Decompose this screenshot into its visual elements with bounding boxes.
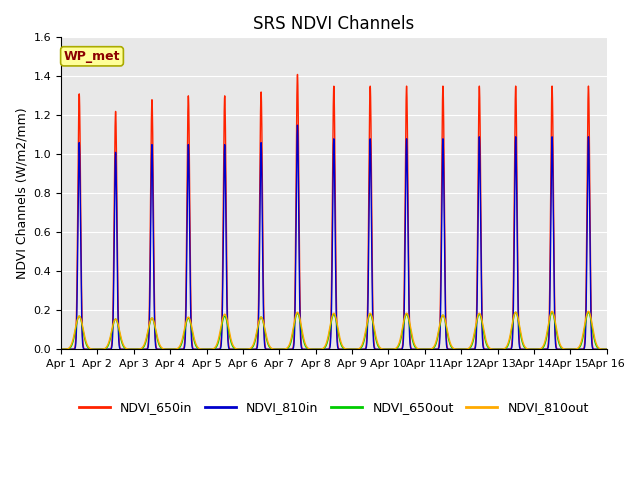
NDVI_810in [168,347,176,352]
NDVI_650out [584,310,592,315]
Line: NDVI_650out: NDVI_650out [61,312,607,349]
NDVI_810out [168,347,176,352]
NDVI_650out [601,347,609,352]
Y-axis label: NDVI Channels (W/m2/mm): NDVI Channels (W/m2/mm) [15,108,28,279]
NDVI_810out [261,328,269,334]
NDVI_810in [409,347,417,352]
NDVI_810in [174,347,182,352]
NDVI_650out [261,330,269,336]
NDVI_810out [584,309,592,314]
NDVI_810out [409,336,417,342]
NDVI_650out [174,346,182,352]
NDVI_650in [174,347,182,352]
NDVI_650in [261,344,269,349]
Legend: NDVI_650in, NDVI_810in, NDVI_650out, NDVI_810out: NDVI_650in, NDVI_810in, NDVI_650out, NDV… [74,396,594,419]
NDVI_810out [486,346,494,351]
NDVI_650out [409,339,417,345]
NDVI_810out [57,347,65,352]
NDVI_650in [409,347,417,352]
NDVI_650out [603,347,611,352]
NDVI_810in [603,347,611,352]
NDVI_810out [603,347,611,352]
Line: NDVI_650in: NDVI_650in [61,74,607,349]
NDVI_810in [487,347,495,352]
NDVI_810out [174,346,182,351]
NDVI_650out [57,347,65,352]
NDVI_650out [486,346,494,352]
NDVI_650in [168,347,176,352]
NDVI_650in [294,72,301,77]
Line: NDVI_810out: NDVI_810out [61,312,607,349]
NDVI_650out [168,347,176,352]
NDVI_650in [487,347,495,352]
NDVI_810out [601,347,609,352]
NDVI_650in [57,347,65,352]
NDVI_810in [57,347,65,352]
NDVI_650in [601,347,609,352]
NDVI_810in [261,346,269,351]
Line: NDVI_810in: NDVI_810in [61,125,607,349]
NDVI_810in [294,122,301,128]
Title: SRS NDVI Channels: SRS NDVI Channels [253,15,415,33]
Text: WP_met: WP_met [64,50,120,63]
NDVI_810in [601,347,609,352]
NDVI_650in [603,347,611,352]
